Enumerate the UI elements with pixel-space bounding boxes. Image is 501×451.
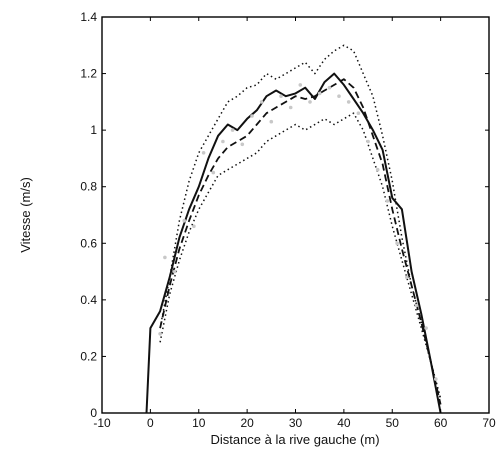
scatter-point: [337, 94, 341, 98]
scatter-point: [385, 199, 390, 203]
x-axis-ticks: -10 0 10 20 30 40 50 60 70: [93, 17, 496, 430]
scatter-point: [240, 142, 245, 147]
scatter-point: [182, 218, 186, 223]
x-tick-label: 20: [240, 416, 254, 430]
scatter-point: [201, 151, 206, 155]
y-tick-label: 1.4: [80, 10, 97, 24]
y-tick-label: 1: [90, 123, 97, 137]
scatter-point: [346, 100, 351, 104]
scatter-point: [356, 111, 361, 115]
dotted-line-3: [159, 112, 442, 400]
scatter-point: [424, 326, 428, 330]
dotted-line-2: [159, 44, 442, 400]
y-tick-label: 0.2: [80, 349, 97, 363]
x-tick-label: -10: [93, 416, 111, 430]
x-axis-label: Distance à la rive gauche (m): [210, 432, 379, 447]
scatter-point: [366, 139, 370, 144]
x-tick-label: 60: [434, 416, 448, 430]
scatter-point: [158, 332, 162, 336]
scatter-point: [375, 167, 380, 172]
scatter-point: [308, 100, 312, 104]
y-tick-label: 0: [90, 406, 97, 420]
scatter-point: [259, 100, 264, 104]
y-tick-label: 0.4: [80, 293, 97, 307]
x-tick-label: 0: [147, 416, 154, 430]
scatter-point: [279, 94, 283, 98]
y-tick-label: 0.6: [80, 236, 97, 250]
y-tick-label: 0.8: [80, 180, 97, 194]
y-axis-ticks: 0 0.2 0.4 0.6 0.8 1 1.2 1.4: [80, 10, 489, 420]
scatter-point: [405, 275, 409, 280]
x-tick-label: 70: [482, 416, 496, 430]
scatter-point: [288, 105, 293, 110]
scatter-point: [395, 241, 399, 246]
y-axis-label: Vitesse (m/s): [18, 177, 33, 253]
scatter-point: [211, 170, 216, 175]
plot-frame: [101, 16, 490, 414]
x-tick-label: 10: [192, 416, 206, 430]
series-layer: [145, 44, 442, 414]
x-tick-label: 40: [337, 416, 351, 430]
scatter-point: [434, 377, 438, 381]
scatter-point: [327, 85, 332, 90]
scatter-point: [230, 128, 235, 132]
scatter-point: [317, 91, 322, 96]
scatter-series-4: [158, 83, 438, 381]
x-tick-label: 30: [289, 416, 303, 430]
y-tick-label: 1.2: [80, 67, 97, 81]
dashed-line-1: [159, 78, 442, 405]
scatter-point: [269, 119, 274, 124]
solid-line-0: [145, 72, 442, 414]
scatter-point: [221, 139, 225, 144]
scatter-point: [163, 255, 167, 260]
x-tick-label: 50: [386, 416, 400, 430]
scatter-point: [298, 83, 303, 87]
scatter-point: [192, 224, 196, 229]
scatter-point: [414, 303, 419, 308]
scatter-point: [250, 114, 254, 118]
scatter-point: [172, 269, 177, 274]
